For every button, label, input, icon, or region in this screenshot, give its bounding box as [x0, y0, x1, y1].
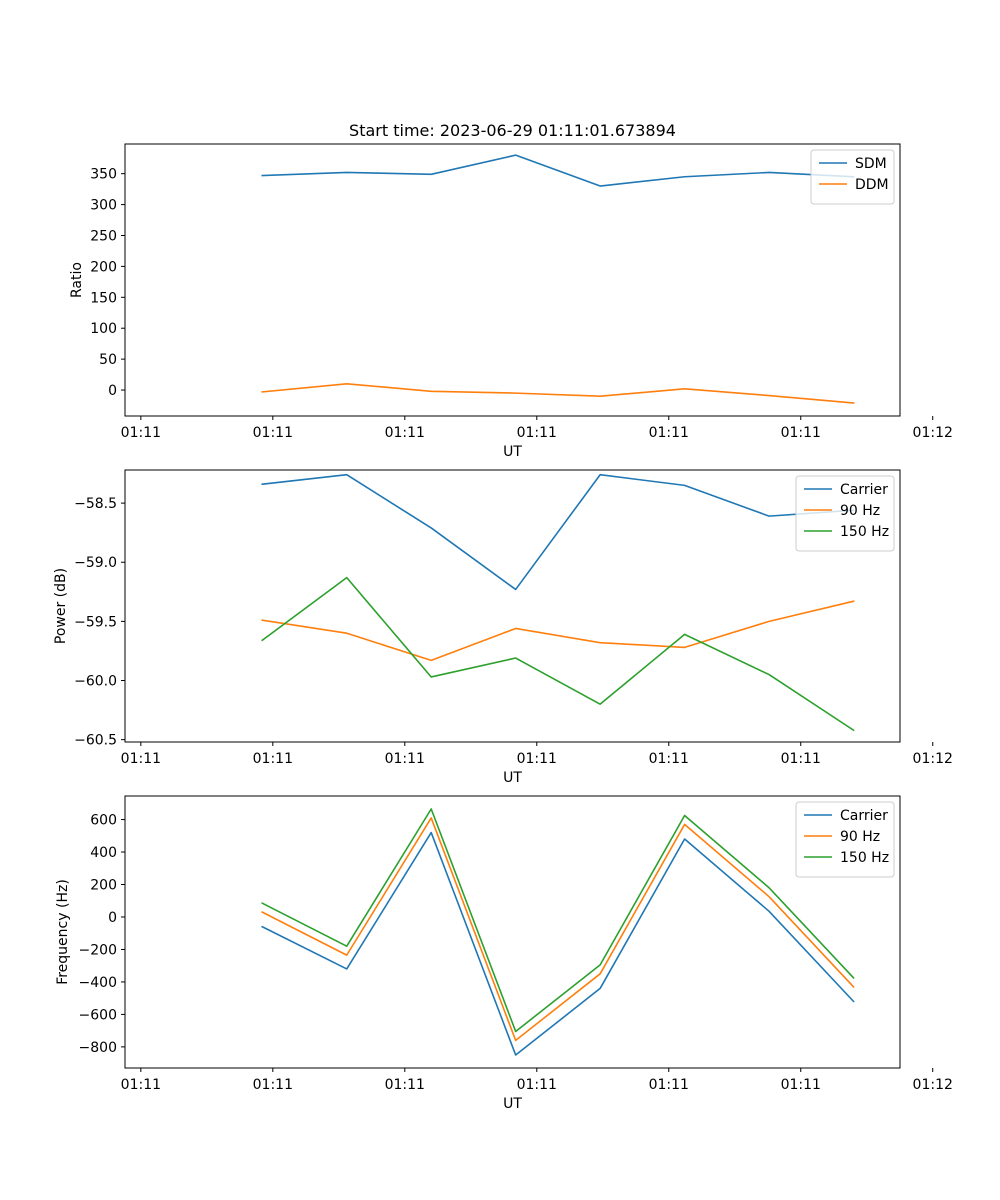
x-tick-label: 01:11 — [385, 1077, 425, 1093]
figure-title: Start time: 2023-06-29 01:11:01.673894 — [349, 121, 676, 140]
x-tick-label: 01:11 — [385, 751, 425, 767]
series-line-carrier — [261, 831, 855, 1056]
y-tick-label: 0 — [108, 910, 117, 926]
x-tick-label: 01:11 — [253, 1077, 293, 1093]
x-tick-label: 01:11 — [517, 425, 557, 441]
x-axis-label: UT — [503, 444, 522, 460]
legend-label: 90 Hz — [840, 503, 880, 519]
legend-label: 90 Hz — [840, 829, 880, 845]
y-tick-label: 0 — [108, 383, 117, 399]
y-tick-label: 350 — [90, 167, 117, 183]
y-tick-label: −60.5 — [74, 733, 117, 749]
x-tick-label: 01:12 — [913, 1077, 953, 1093]
plot-frame — [124, 143, 901, 417]
x-tick-label: 01:11 — [649, 1077, 689, 1093]
legend-label: SDM — [855, 156, 887, 172]
y-axis-label: Power (dB) — [53, 568, 69, 644]
y-tick-label: −200 — [79, 942, 117, 958]
plot-frame — [124, 795, 901, 1069]
legend-label: 150 Hz — [840, 850, 889, 866]
y-tick-label: 200 — [90, 259, 117, 275]
x-tick-label: 01:11 — [781, 425, 821, 441]
y-tick-label: 400 — [90, 845, 117, 861]
y-tick-label: −59.0 — [74, 555, 117, 571]
x-tick-label: 01:11 — [121, 1077, 161, 1093]
plot-frame — [124, 469, 901, 743]
chart-panel-1: 01:11 01:11 01:11 01:11 01:11 01:11 01:12 0 50 10… — [69, 143, 953, 460]
x-tick-label: 01:11 — [781, 751, 821, 767]
series-line-ddm — [261, 383, 855, 404]
x-tick-label: 01:12 — [913, 425, 953, 441]
x-tick-label: 01:11 — [121, 425, 161, 441]
legend-label: DDM — [855, 177, 889, 193]
y-tick-label: 200 — [90, 878, 117, 894]
x-tick-label: 01:11 — [781, 1077, 821, 1093]
y-tick-label: −60.0 — [74, 674, 117, 690]
y-axis-label: Frequency (Hz) — [55, 879, 71, 985]
y-tick-label: −800 — [79, 1040, 117, 1056]
x-tick-label: 01:11 — [649, 425, 689, 441]
y-tick-label: −59.5 — [74, 614, 117, 630]
x-axis-label: UT — [503, 770, 522, 786]
x-tick-label: 01:11 — [517, 751, 557, 767]
y-tick-label: 100 — [90, 321, 117, 337]
y-tick-label: 300 — [90, 198, 117, 214]
legend-label: 150 Hz — [840, 524, 889, 540]
x-tick-label: 01:12 — [913, 751, 953, 767]
x-tick-label: 01:11 — [649, 751, 689, 767]
series-line-carrier — [261, 473, 855, 591]
y-axis-label: Ratio — [69, 262, 85, 298]
y-tick-label: −600 — [79, 1007, 117, 1023]
x-tick-label: 01:11 — [253, 751, 293, 767]
legend: Carrier 90 Hz 150 Hz — [795, 475, 895, 552]
y-tick-label: 250 — [90, 228, 117, 244]
legend: SDM DDM — [810, 149, 895, 205]
x-tick-label: 01:11 — [253, 425, 293, 441]
chart-panel-2: 01:11 01:11 01:11 01:11 01:11 01:11 01:12 −58.5… — [53, 469, 953, 786]
series-line-90-hz — [261, 600, 855, 662]
series-line-150-hz — [261, 808, 855, 1033]
y-tick-label: 150 — [90, 290, 117, 306]
legend-box — [795, 475, 895, 552]
x-tick-label: 01:11 — [517, 1077, 557, 1093]
series-line-sdm — [261, 154, 855, 187]
legend-label: Carrier — [840, 808, 888, 824]
chart-panel-3: 01:11 01:11 01:11 01:11 01:11 01:11 01:12 −800 −… — [55, 795, 953, 1112]
legend-box — [795, 801, 895, 878]
x-tick-label: 01:11 — [121, 751, 161, 767]
x-tick-label: 01:11 — [385, 425, 425, 441]
y-tick-label: 50 — [99, 352, 117, 368]
series-line-90-hz — [261, 817, 855, 1042]
legend: Carrier 90 Hz 150 Hz — [795, 801, 895, 878]
y-tick-label: 600 — [90, 813, 117, 829]
y-tick-label: −400 — [79, 975, 117, 991]
y-tick-label: −58.5 — [74, 496, 117, 512]
legend-label: Carrier — [840, 482, 888, 498]
series-line-150-hz — [261, 576, 855, 732]
x-axis-label: UT — [503, 1096, 522, 1112]
